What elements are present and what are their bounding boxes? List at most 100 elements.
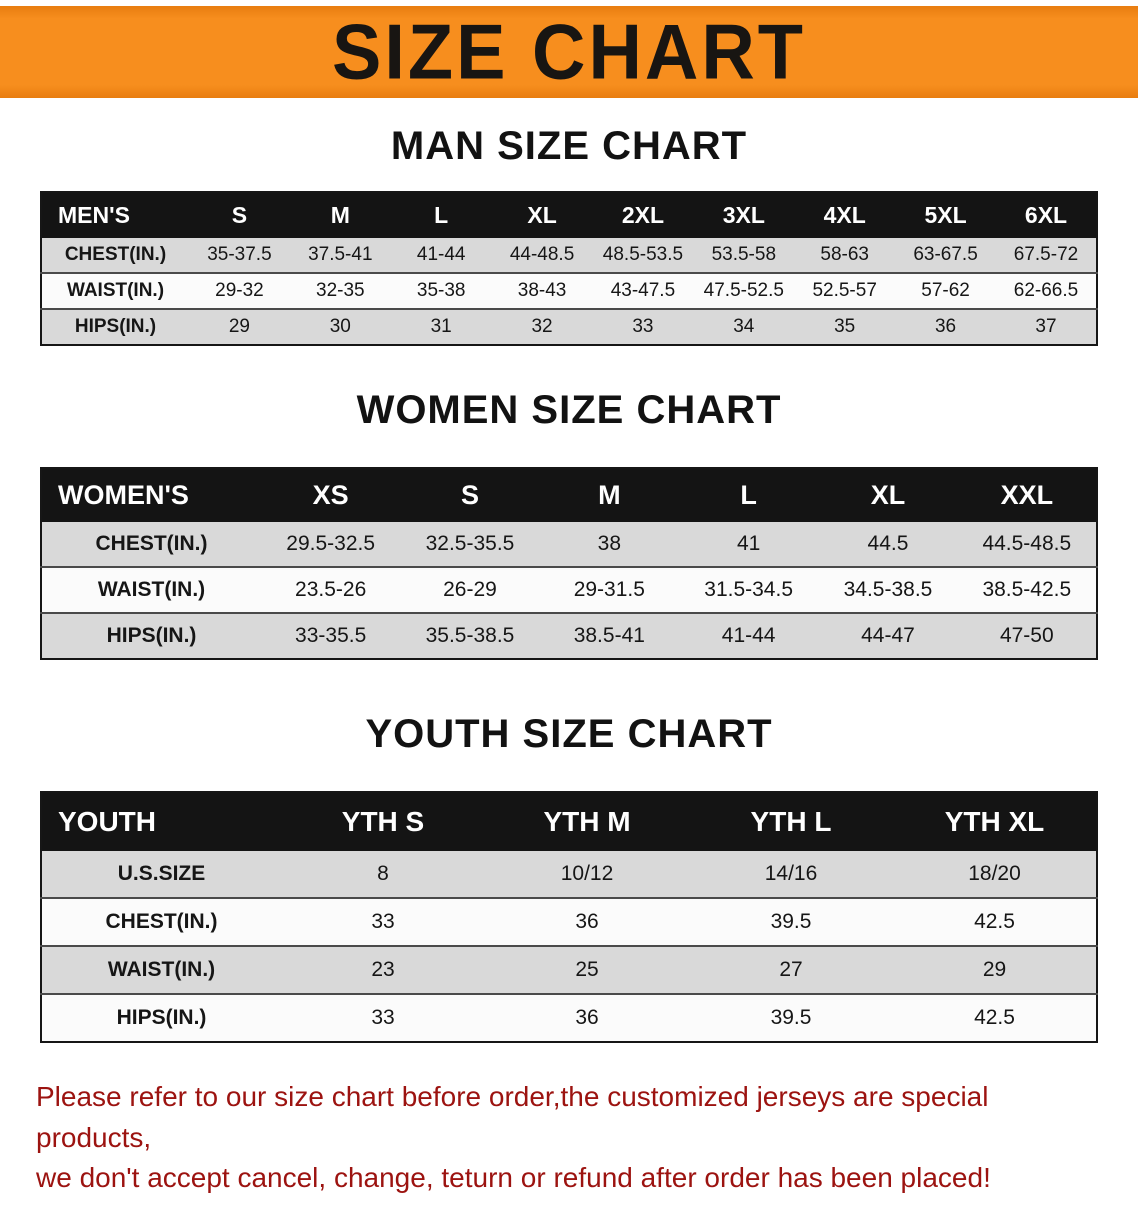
size-column-header: 2XL [621, 202, 665, 228]
size-value-cell: 35.5-38.5 [425, 624, 515, 647]
title-banner: SIZE CHART [0, 6, 1138, 98]
size-value-cell: 30 [329, 316, 351, 337]
size-value-cell: 44.5 [818, 522, 958, 568]
size-value-cell: 62-66.5 [996, 273, 1097, 310]
row-label: HIPS(IN.) [106, 624, 197, 647]
row-label: WAIST(IN.) [41, 273, 189, 310]
size-column-header: XXL [1000, 480, 1054, 510]
size-value-cell: 23 [281, 946, 485, 995]
table-row: HIPS(IN.) 33-35.5 35.5-38.5 38.5-41 41-44 44-… [41, 613, 1097, 659]
size-column-header: XL [870, 480, 906, 510]
size-value-cell: 43-47.5 [592, 273, 694, 310]
size-value-cell: 35-37.5 [189, 238, 290, 274]
size-value-cell: 37.5-41 [289, 238, 391, 274]
size-value-cell: 47-50 [999, 624, 1054, 647]
size-value-cell: 38 [539, 522, 679, 568]
size-value-cell: 36 [934, 316, 957, 337]
size-value-cell: 41 [678, 522, 819, 568]
size-value-cell: 38.5-41 [573, 624, 645, 647]
size-column-header: 5XL [924, 202, 967, 228]
disclaimer-line-2: we don't accept cancel, change, teturn o… [36, 1162, 991, 1194]
size-column-header: YTH M [543, 806, 631, 837]
size-value-cell: 63-67.5 [895, 238, 996, 274]
size-value-cell: 36 [575, 1006, 599, 1029]
size-value-cell: 34 [733, 316, 755, 337]
men-section-heading: MAN SIZE CHART [390, 124, 748, 168]
size-value-cell: 29-32 [189, 273, 290, 310]
size-value-cell: 32-35 [289, 273, 391, 310]
size-value-cell: 41-44 [721, 624, 776, 647]
women-section-heading: WOMEN SIZE CHART [356, 388, 782, 432]
size-value-cell: 52.5-57 [794, 273, 896, 310]
size-value-cell: 33 [371, 1006, 395, 1029]
size-column-header: L [434, 202, 449, 228]
size-value-cell: 42.5 [974, 1006, 1015, 1029]
size-value-cell: 38.5-42.5 [957, 567, 1097, 614]
table-row: CHEST(IN.) 35-37.5 37.5-41 41-44 44-48.5 48.5… [41, 238, 1097, 274]
size-value-cell: 29.5-32.5 [261, 522, 401, 568]
size-value-cell: 31.5-34.5 [678, 567, 819, 614]
size-value-cell: 10/12 [485, 851, 689, 899]
size-column-header: XL [527, 202, 557, 228]
size-value-cell: 37 [1035, 316, 1057, 337]
size-value-cell: 23.5-26 [261, 567, 401, 614]
size-column-header: 6XL [1024, 202, 1068, 228]
row-label: WAIST(IN.) [41, 946, 281, 995]
size-value-cell: 36 [485, 898, 689, 947]
size-value-cell: 32 [531, 316, 553, 337]
table-corner-label: MEN'S [58, 202, 130, 228]
disclaimer-line-1: Please refer to our size chart before or… [36, 1081, 989, 1153]
size-column-header: 3XL [722, 202, 765, 228]
size-value-cell: 18/20 [893, 851, 1097, 899]
size-value-cell: 39.5 [770, 1006, 812, 1029]
table-row: CHEST(IN.) 33 36 39.5 42.5 [41, 898, 1097, 947]
table-header-row: YOUTH YTH S YTH M YTH L YTH XL [41, 792, 1097, 851]
size-value-cell: 33-35.5 [295, 624, 367, 647]
page-title: SIZE CHART [332, 7, 806, 96]
size-value-cell: 35 [834, 316, 856, 337]
size-value-cell: 27 [689, 946, 893, 995]
size-value-cell: 14/16 [689, 851, 893, 899]
table-header-row: WOMEN'S XS S M L XL XXL [41, 468, 1097, 522]
row-label: CHEST(IN.) [41, 238, 189, 274]
table-row: WAIST(IN.) 23 25 27 29 [41, 946, 1097, 995]
row-label: HIPS(IN.) [74, 316, 157, 337]
size-value-cell: 33 [281, 898, 485, 947]
size-column-header: YTH XL [944, 806, 1045, 837]
table-row: U.S.SIZE 8 10/12 14/16 18/20 [41, 851, 1097, 899]
table-corner-label: WOMEN'S [58, 480, 189, 510]
table-row: WAIST(IN.) 29-32 32-35 35-38 38-43 43-47.5 47.… [41, 273, 1097, 310]
size-value-cell: 29 [893, 946, 1097, 995]
row-label: WAIST(IN.) [41, 567, 261, 614]
size-column-header: YTH L [750, 806, 832, 837]
size-value-cell: 44-48.5 [491, 238, 593, 274]
youth-size-table: YOUTH YTH S YTH M YTH L YTH XL U.S.SIZE 8 10/12… [40, 791, 1098, 1043]
size-column-header: M [598, 480, 621, 510]
size-value-cell: 48.5-53.5 [592, 238, 694, 274]
size-value-cell: 35-38 [390, 273, 492, 310]
table-row: WAIST(IN.) 23.5-26 26-29 29-31.5 31.5-34.5 34… [41, 567, 1097, 614]
size-value-cell: 38-43 [491, 273, 593, 310]
size-value-cell: 29-31.5 [539, 567, 679, 614]
disclaimer-text: Please refer to our size chart before or… [36, 1077, 1102, 1213]
size-value-cell: 32.5-35.5 [400, 522, 540, 568]
youth-section-heading: YOUTH SIZE CHART [365, 712, 773, 756]
women-size-table: WOMEN'S XS S M L XL XXL CHEST(IN.) 29.5-32.5 32.5… [40, 467, 1098, 660]
row-label: U.S.SIZE [41, 851, 281, 899]
size-value-cell: 53.5-58 [693, 238, 795, 274]
size-value-cell: 39.5 [689, 898, 893, 947]
size-value-cell: 31 [430, 316, 452, 337]
size-column-header: 4XL [823, 202, 866, 228]
size-value-cell: 57-62 [895, 273, 996, 310]
size-value-cell: 26-29 [400, 567, 540, 614]
row-label: CHEST(IN.) [41, 898, 281, 947]
size-value-cell: 58-63 [794, 238, 896, 274]
size-column-header: L [740, 480, 757, 510]
size-value-cell: 41-44 [390, 238, 492, 274]
row-label: HIPS(IN.) [116, 1006, 207, 1029]
table-corner-label: YOUTH [58, 806, 156, 837]
size-column-header: XS [312, 480, 349, 510]
size-value-cell: 44-47 [861, 624, 915, 647]
size-value-cell: 47.5-52.5 [693, 273, 795, 310]
